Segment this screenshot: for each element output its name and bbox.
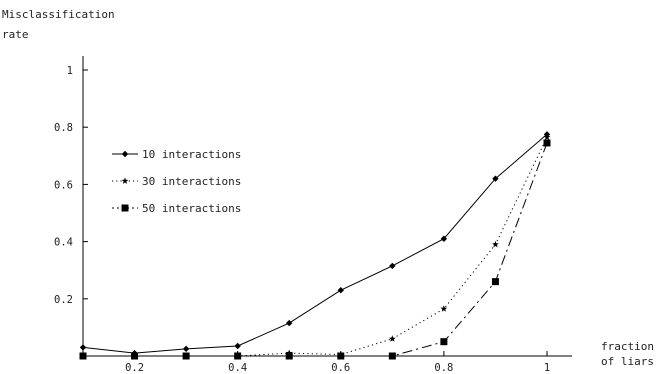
axis-ticks: 0.2 0.4 0.6 0.8 1 0.2 0.4 0.6 0.8 1 — [54, 65, 550, 374]
data-point — [337, 287, 344, 294]
x-tick-label: 0.4 — [228, 362, 247, 374]
data-point — [389, 262, 396, 270]
y-axis-label-line2: rate — [2, 28, 29, 41]
y-tick-label: 0.2 — [54, 294, 73, 306]
x-tick-label: 0.6 — [331, 362, 350, 374]
data-point — [440, 305, 448, 312]
x-tick-label: 1 — [544, 362, 550, 374]
x-axis-label-line1: fraction — [601, 340, 654, 353]
data-point — [182, 352, 190, 360]
legend-label: 50 interactions — [142, 202, 241, 215]
data-point — [79, 344, 87, 351]
legend: 10 interactions 30 interactions 50 interac… — [112, 148, 241, 215]
y-tick-label: 1 — [67, 65, 73, 77]
legend-marker — [121, 150, 129, 158]
data-point — [543, 133, 551, 141]
series-line — [83, 136, 548, 357]
data-point — [337, 352, 345, 360]
data-point — [388, 335, 396, 342]
series-3 — [79, 139, 551, 360]
data-point — [182, 345, 190, 353]
data-point — [492, 240, 499, 248]
legend-label: 10 interactions — [142, 148, 241, 161]
legend-marker — [121, 204, 129, 212]
data-point — [131, 352, 139, 360]
data-point — [79, 352, 87, 360]
x-tick-label: 0.2 — [125, 362, 144, 374]
data-point — [543, 139, 551, 147]
series-1 — [79, 131, 551, 357]
data-point — [286, 319, 293, 327]
data-point — [440, 338, 448, 346]
series-line — [83, 142, 548, 357]
data-point — [234, 352, 242, 360]
data-point — [388, 352, 396, 360]
data-point — [440, 235, 448, 242]
data-point — [234, 342, 241, 350]
data-point — [285, 352, 293, 360]
series-line — [82, 133, 548, 354]
data-series — [79, 131, 551, 360]
legend-label: 30 interactions — [142, 175, 241, 188]
y-tick-label: 0.6 — [54, 179, 73, 191]
y-tick-label: 0.4 — [54, 237, 73, 249]
series-2 — [79, 133, 551, 359]
x-axis-label-line2: of liars — [601, 355, 654, 368]
data-point — [491, 278, 499, 286]
data-point — [492, 175, 499, 182]
x-tick-label: 0.8 — [434, 362, 453, 374]
y-tick-label: 0.8 — [54, 122, 73, 134]
y-axis-label-line1: Misclassification — [2, 8, 115, 21]
legend-marker — [121, 177, 129, 184]
